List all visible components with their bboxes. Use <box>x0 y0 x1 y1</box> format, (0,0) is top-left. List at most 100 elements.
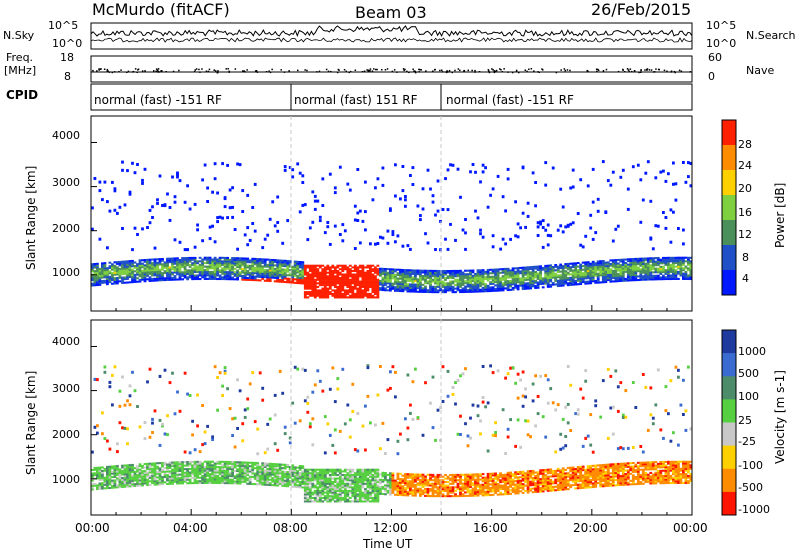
power-scatter <box>662 169 665 173</box>
power-cell <box>629 263 633 266</box>
power-cell <box>338 285 342 288</box>
power-scatter <box>631 165 635 169</box>
power-cell <box>336 289 340 292</box>
power-cell <box>173 257 177 260</box>
power-cell <box>111 266 114 269</box>
power-cell <box>188 256 192 259</box>
power-cell <box>659 262 663 265</box>
power-cell <box>286 281 290 284</box>
power-cell <box>474 273 477 276</box>
power-cell <box>181 274 184 277</box>
freq-dot <box>255 70 258 72</box>
power-cell <box>323 296 327 299</box>
power-cell <box>421 275 425 278</box>
power-cell <box>203 256 207 259</box>
power-cell <box>406 283 410 286</box>
power-cell <box>689 260 693 263</box>
power-cell <box>469 273 472 276</box>
power-cell <box>103 281 107 284</box>
power-cell <box>153 279 157 282</box>
velocity-scatter <box>261 386 265 390</box>
velocity-cell <box>233 462 237 465</box>
power-scatter <box>321 177 325 181</box>
power-cell <box>206 258 209 261</box>
velocity-cell <box>113 468 117 471</box>
power-cell <box>128 267 132 270</box>
power-cell <box>346 266 350 269</box>
power-cell <box>511 283 515 286</box>
power-cell <box>143 271 147 274</box>
power-scatter <box>163 204 167 208</box>
power-cell <box>228 278 232 281</box>
power-cell <box>188 269 192 272</box>
velocity-cell <box>123 475 127 478</box>
power-cell <box>454 269 457 272</box>
power-cell <box>584 264 588 267</box>
power-scatter <box>434 248 437 251</box>
power-cell <box>126 281 129 284</box>
velocity-cell <box>248 482 252 485</box>
velocity-cell <box>148 475 152 478</box>
power-cell <box>411 285 415 288</box>
power-cell <box>589 282 593 285</box>
power-cell <box>554 264 558 267</box>
power-cell <box>286 270 290 273</box>
power-cell <box>278 266 282 269</box>
power-cell <box>273 280 277 283</box>
power-cell <box>426 282 430 285</box>
power-cell <box>449 287 452 290</box>
power-cell <box>248 273 252 276</box>
power-cell <box>469 278 472 281</box>
power-scatter <box>356 219 360 222</box>
power-cell <box>161 273 164 276</box>
freq-dot <box>381 69 383 71</box>
velocity-cell <box>361 474 365 477</box>
power-scatter <box>343 229 347 233</box>
power-cell <box>654 257 658 260</box>
power-cell <box>629 265 633 268</box>
power-cell <box>191 276 194 279</box>
power-cell <box>396 268 400 271</box>
velocity-cell <box>323 498 327 501</box>
power-cell <box>253 259 257 262</box>
power-cell <box>233 262 237 265</box>
velocity-cell <box>318 486 322 489</box>
power-cell <box>178 260 182 263</box>
velocity-cell <box>258 481 262 484</box>
power-cell <box>369 270 372 273</box>
velocity-cell <box>268 464 272 467</box>
power-cell <box>306 273 310 276</box>
power-cell <box>374 291 377 294</box>
power-cell <box>651 278 655 281</box>
power-cell <box>619 272 623 275</box>
power-cell <box>689 276 693 279</box>
power-cell <box>586 261 590 264</box>
velocity-cell <box>181 468 184 471</box>
power-cell <box>313 273 317 276</box>
velocity-cell <box>311 482 315 485</box>
power-scatter <box>386 241 390 245</box>
power-cell <box>461 289 465 292</box>
velocity-cell <box>331 468 335 471</box>
power-cell <box>123 276 127 279</box>
power-cell <box>504 278 507 281</box>
velocity-cell <box>218 478 222 481</box>
power-cell <box>559 279 563 282</box>
power-cell <box>246 261 250 264</box>
power-cell <box>351 266 355 269</box>
power-cell <box>456 282 460 285</box>
power-cell <box>466 285 470 288</box>
power-cell <box>411 271 415 274</box>
power-cell <box>226 276 229 279</box>
power-cell <box>556 267 560 270</box>
velocity-cell <box>333 474 337 477</box>
velocity-cell <box>321 475 325 478</box>
power-cell <box>331 278 335 281</box>
power-cell <box>133 280 137 283</box>
power-cell <box>141 276 144 279</box>
power-cell <box>313 278 317 281</box>
power-scatter <box>419 218 422 222</box>
power-cell <box>369 273 372 276</box>
power-cell <box>504 280 507 283</box>
velocity-cell <box>111 476 114 479</box>
